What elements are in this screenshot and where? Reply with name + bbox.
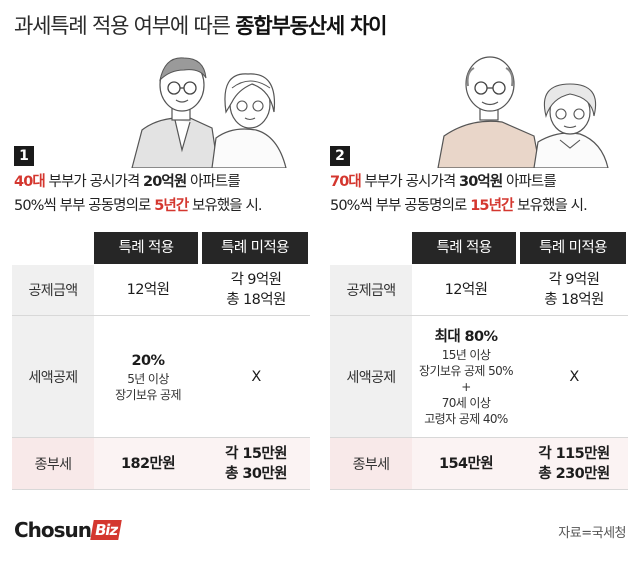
apply-value: 최대 80% 15년 이상 장기보유 공제 50% + 70세 이상 고령자 공… [412,316,520,437]
couple-70s-illustration [437,56,609,168]
value-text: 최대 80% [434,328,498,345]
not-apply-value: 각 115만원 총 230만원 [520,438,628,489]
case-2-table: 특례 적용 특례 미적용 공제금액 12억원 각 9억원 총 18억원 세액공제… [330,232,628,490]
row-tax-credit: 세액공제 20% 5년 이상 장기보유 공제 X [12,316,310,438]
row-label: 세액공제 [28,369,78,386]
case-1-number: 1 [14,146,34,166]
not-apply-value: X [202,316,310,437]
source-credit: 자료=국세청 [558,526,626,541]
value-text: X [251,368,261,385]
value-text: 각 9억원 [548,272,600,288]
not-apply-value: X [520,316,628,437]
row-property-tax: 종부세 154만원 각 115만원 총 230만원 [330,438,628,490]
value-text: 182만원 [121,455,176,472]
apply-value: 12억원 [412,265,520,315]
not-apply-value: 각 9억원 총 18억원 [202,265,310,315]
value-text: 20% [131,352,166,369]
header-apply: 특례 적용 [94,232,198,264]
row-label: 종부세 [34,456,72,473]
page-title: 과세특례 적용 여부에 따른 종합부동산세 차이 [14,14,388,38]
row-label: 종부세 [352,456,390,473]
apply-value: 154만원 [412,438,520,489]
case-2-description: 70대 부부가 공시가격 30억원 아파트를 50%씩 부부 공동명의로 15년… [330,174,588,214]
value-text: 총 18억원 [544,292,604,308]
value-text: 장기보유 공제 [115,387,181,402]
value-text: 장기보유 공제 50% [419,363,514,378]
couple-40s-illustration [131,57,287,168]
value-text: X [569,368,579,385]
apply-value: 20% 5년 이상 장기보유 공제 [94,316,202,437]
not-apply-value: 각 15만원 총 30만원 [202,438,310,489]
chosunbiz-logo: Chosun Biz [14,518,123,542]
value-text: 12억원 [444,282,488,298]
not-apply-value: 각 9억원 총 18억원 [520,265,628,315]
apply-value: 12억원 [94,265,202,315]
value-text: 15년 이상 [441,347,491,362]
header-not-apply: 특례 미적용 [520,232,626,264]
row-property-tax: 종부세 182만원 각 15만원 총 30만원 [12,438,310,490]
row-label: 공제금액 [28,283,78,299]
header-not-apply: 특례 미적용 [202,232,308,264]
case-2-number: 2 [330,146,350,166]
value-text: 5년 이상 [127,371,169,386]
value-text: 12억원 [126,282,170,298]
case-1-description: 40대 부부가 공시가격 20억원 아파트를 50%씩 부부 공동명의로 5년간… [14,174,262,214]
header-apply: 특례 적용 [412,232,516,264]
row-label: 세액공제 [346,369,396,386]
apply-value: 182만원 [94,438,202,489]
value-text: 각 115만원 [538,445,610,462]
value-text: 각 9억원 [230,272,282,288]
row-deduction-amount: 공제금액 12억원 각 9억원 총 18억원 [12,265,310,316]
row-label: 공제금액 [346,283,396,299]
value-text: 154만원 [439,455,494,472]
value-text: 총 230만원 [538,465,610,482]
value-text: 고령자 공제 40% [424,411,508,426]
value-text: 총 18억원 [226,292,286,308]
case-1-table: 특례 적용 특례 미적용 공제금액 12억원 각 9억원 총 18억원 세액공제… [12,232,310,490]
row-deduction-amount: 공제금액 12억원 각 9억원 총 18억원 [330,265,628,316]
value-text: 총 30만원 [225,465,287,482]
value-text: 70세 이상 [441,395,491,410]
value-text: 각 15만원 [225,445,287,462]
value-text: + [461,379,471,394]
row-tax-credit: 세액공제 최대 80% 15년 이상 장기보유 공제 50% + 70세 이상 … [330,316,628,438]
